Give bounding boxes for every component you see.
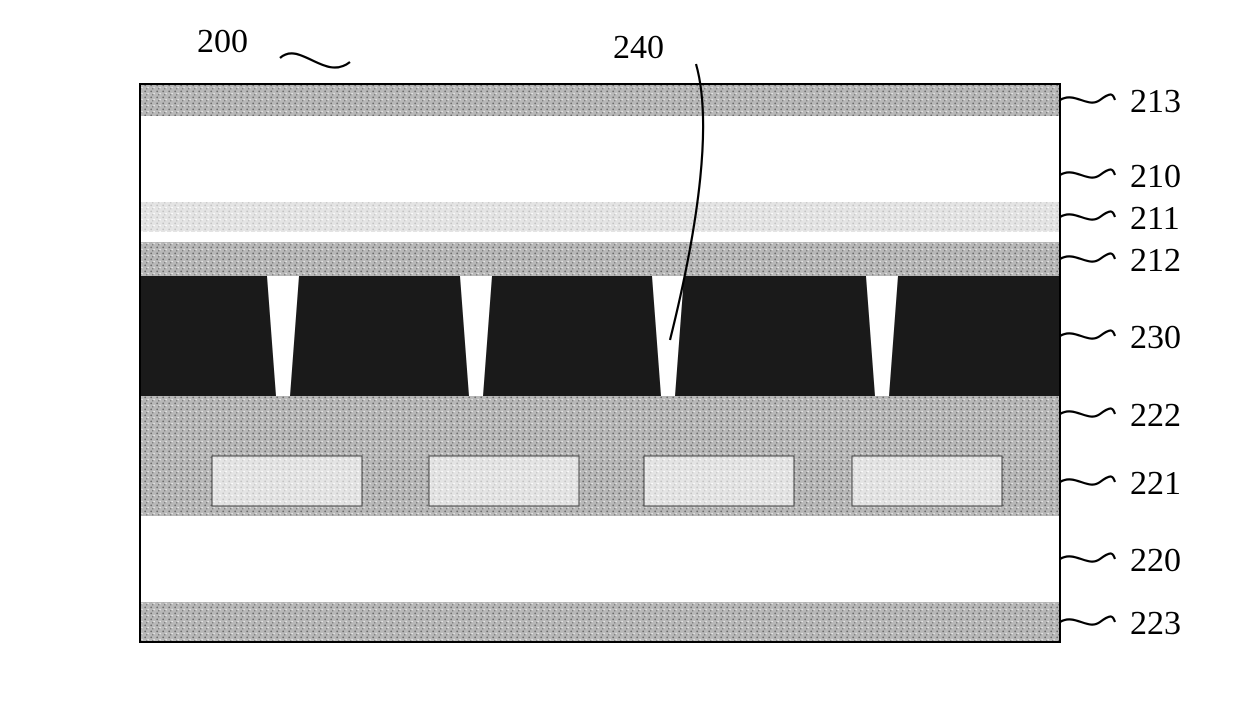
leader-tilde bbox=[1060, 409, 1115, 417]
leader-tilde bbox=[1060, 95, 1115, 103]
layer-220 bbox=[140, 516, 1060, 602]
leader-tilde bbox=[1060, 477, 1115, 485]
leader-tilde bbox=[1060, 617, 1115, 625]
leader-tilde bbox=[1060, 212, 1115, 220]
layer-212 bbox=[140, 242, 1060, 276]
layer-223 bbox=[140, 602, 1060, 642]
label-210: 210 bbox=[1130, 158, 1181, 195]
leader-tilde bbox=[1060, 170, 1115, 178]
layer-210 bbox=[140, 116, 1060, 202]
label-212: 212 bbox=[1130, 242, 1181, 279]
layer-211 bbox=[140, 202, 1060, 232]
leader-tilde bbox=[1060, 331, 1115, 339]
label-222: 222 bbox=[1130, 397, 1181, 434]
layer-213 bbox=[140, 84, 1060, 116]
label-223: 223 bbox=[1130, 605, 1181, 642]
label-240: 240 bbox=[613, 29, 664, 66]
label-221: 221 bbox=[1130, 465, 1181, 502]
layer-stack bbox=[140, 84, 1060, 642]
block-221 bbox=[429, 456, 579, 506]
label-211: 211 bbox=[1130, 200, 1180, 237]
block-221 bbox=[212, 456, 362, 506]
block-221 bbox=[852, 456, 1002, 506]
leader-tilde bbox=[1060, 254, 1115, 262]
label-230: 230 bbox=[1130, 319, 1181, 356]
block-221 bbox=[644, 456, 794, 506]
label-200: 200 bbox=[197, 23, 248, 60]
layer-g1 bbox=[140, 232, 1060, 242]
label-220: 220 bbox=[1130, 542, 1181, 579]
leader-200 bbox=[280, 53, 350, 67]
leader-tilde bbox=[1060, 554, 1115, 562]
label-213: 213 bbox=[1130, 83, 1181, 120]
